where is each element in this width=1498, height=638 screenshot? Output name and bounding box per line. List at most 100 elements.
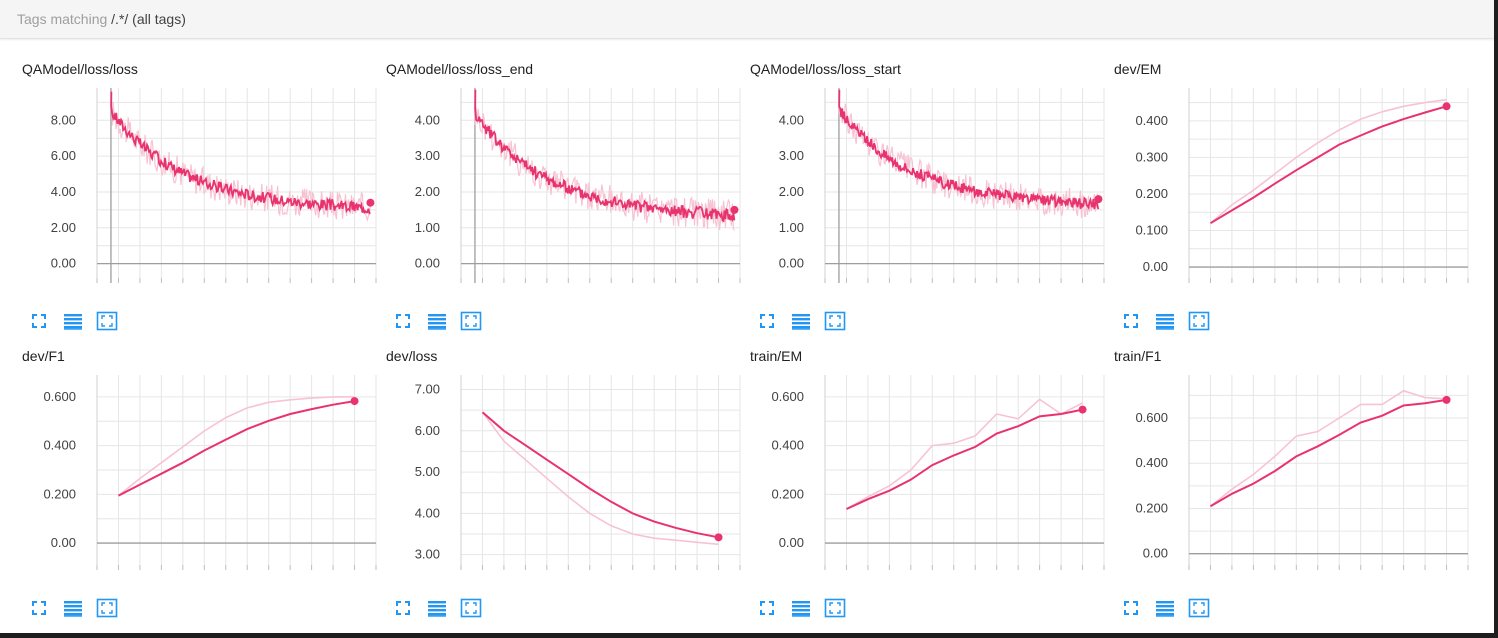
fullscreen-button[interactable]: [756, 597, 778, 619]
grid: [824, 88, 1105, 283]
tag-filter-bar[interactable]: Tags matching /.*/ (all tags): [0, 0, 1494, 39]
tag-filter-suffix: (all tags): [128, 11, 186, 27]
fullscreen-icon: [760, 601, 774, 615]
smoothed-series-line: [110, 91, 371, 215]
chart-card: dev/EM 0.400 0.300 0.200 0.100 0.00: [1092, 40, 1469, 332]
y-tick-label: 0.200: [1135, 186, 1168, 201]
data-table-button[interactable]: [426, 310, 448, 332]
data-table-button[interactable]: [426, 597, 448, 619]
fit-domain-button[interactable]: [1188, 597, 1210, 619]
chart-title: train/EM: [750, 348, 803, 364]
chart-plot[interactable]: 7.00 6.00 5.00 4.00 3.00: [364, 327, 744, 589]
series: [118, 396, 359, 497]
chart-card: train/EM 0.600 0.400 0.200 0.00: [728, 327, 1105, 619]
fit-domain-button[interactable]: [824, 310, 846, 332]
fullscreen-button[interactable]: [392, 310, 414, 332]
chart-card: QAModel/loss/loss 8.00 6.00 4.00 2.00 0.00: [0, 40, 377, 332]
chart-plot[interactable]: 4.00 3.00 2.00 1.00 0.00: [364, 40, 744, 302]
y-tick-label: 0.400: [1135, 113, 1168, 128]
data-table-icon: [792, 314, 810, 330]
fullscreen-button[interactable]: [1120, 310, 1142, 332]
fullscreen-button[interactable]: [28, 597, 50, 619]
y-tick-label: 5.00: [415, 464, 440, 479]
y-tick-label: 8.00: [51, 112, 76, 127]
fullscreen-button[interactable]: [756, 310, 778, 332]
y-tick-label: 0.200: [1135, 500, 1168, 515]
y-tick-label: 6.00: [51, 148, 76, 163]
data-table-button[interactable]: [62, 310, 84, 332]
smoothed-series-line: [118, 400, 355, 497]
y-tick-label: 0.00: [779, 535, 804, 550]
y-tick-label: 0.300: [1135, 149, 1168, 164]
series: [846, 398, 1087, 510]
fit-domain-icon: [1188, 311, 1210, 331]
raw-series-line: [846, 398, 1083, 510]
smoothed-series-line: [838, 89, 1100, 210]
chart-title: train/F1: [1114, 348, 1162, 364]
chart-plot[interactable]: 0.600 0.400 0.200 0.00: [0, 327, 380, 589]
fit-domain-button[interactable]: [96, 310, 118, 332]
y-tick-label: 7.00: [415, 381, 440, 396]
chart-card: QAModel/loss/loss_end 4.00 3.00 2.00 1.00 0.0…: [364, 40, 741, 332]
raw-series-line: [1209, 98, 1447, 224]
fullscreen-button[interactable]: [1120, 597, 1142, 619]
fullscreen-button[interactable]: [392, 597, 414, 619]
data-table-button[interactable]: [790, 310, 812, 332]
y-tick-label: 2.00: [779, 184, 804, 199]
grid: [96, 375, 377, 570]
chart-plot[interactable]: 8.00 6.00 4.00 2.00 0.00: [0, 40, 380, 302]
data-table-button[interactable]: [1154, 597, 1176, 619]
tag-filter-query: /.*/: [111, 11, 129, 27]
series: [1209, 98, 1451, 225]
chart-plot[interactable]: 0.600 0.400 0.200 0.00: [1092, 327, 1472, 589]
chart-card: QAModel/loss/loss_start 4.00 3.00 2.00 1.00 0…: [728, 40, 1105, 332]
y-tick-label: 0.00: [1143, 546, 1168, 561]
fit-domain-button[interactable]: [824, 597, 846, 619]
last-point-marker: [1094, 195, 1103, 204]
chart-title: dev/F1: [22, 348, 65, 364]
data-table-button[interactable]: [62, 597, 84, 619]
chart-plot[interactable]: 4.00 3.00 2.00 1.00 0.00: [728, 40, 1108, 302]
data-table-button[interactable]: [1154, 310, 1176, 332]
chart-card: dev/F1 0.600 0.400 0.200 0.00: [0, 327, 377, 619]
y-tick-label: 0.200: [43, 486, 76, 501]
fullscreen-icon: [760, 314, 774, 328]
fit-domain-icon: [460, 311, 482, 331]
y-tick-label: 3.00: [415, 547, 440, 562]
y-tick-label: 2.00: [51, 220, 76, 235]
y-tick-label: 0.200: [771, 486, 804, 501]
data-table-button[interactable]: [790, 597, 812, 619]
raw-series-line: [481, 411, 719, 546]
series: [474, 89, 739, 231]
fit-domain-button[interactable]: [1188, 310, 1210, 332]
data-table-icon: [1156, 601, 1174, 617]
chart-title: dev/EM: [1114, 61, 1162, 77]
y-tick-label: 0.600: [1135, 410, 1168, 425]
series: [838, 89, 1103, 218]
y-tick-label: 0.100: [1135, 223, 1168, 238]
fullscreen-button[interactable]: [28, 310, 50, 332]
last-point-marker: [366, 198, 375, 207]
fullscreen-icon: [1124, 601, 1138, 615]
chart-title: QAModel/loss/loss_start: [750, 61, 901, 77]
grid: [96, 88, 377, 283]
fit-domain-icon: [460, 598, 482, 618]
y-tick-label: 4.00: [415, 112, 440, 127]
fit-domain-icon: [824, 598, 846, 618]
y-tick-label: 4.00: [779, 112, 804, 127]
last-point-marker: [1442, 395, 1451, 404]
chart-plot[interactable]: 0.400 0.300 0.200 0.100 0.00: [1092, 40, 1472, 302]
y-tick-label: 0.600: [43, 389, 76, 404]
fit-domain-button[interactable]: [460, 597, 482, 619]
smoothed-series-line: [846, 408, 1083, 510]
fit-domain-button[interactable]: [96, 597, 118, 619]
fit-domain-button[interactable]: [460, 310, 482, 332]
last-point-marker: [1078, 405, 1087, 414]
chart-title: QAModel/loss/loss: [22, 61, 138, 77]
y-tick-label: 1.00: [779, 220, 804, 235]
chart-plot[interactable]: 0.600 0.400 0.200 0.00: [728, 327, 1108, 589]
y-tick-label: 4.00: [51, 184, 76, 199]
y-tick-label: 6.00: [415, 423, 440, 438]
y-tick-label: 0.00: [1143, 259, 1168, 274]
y-tick-label: 0.400: [771, 438, 804, 453]
